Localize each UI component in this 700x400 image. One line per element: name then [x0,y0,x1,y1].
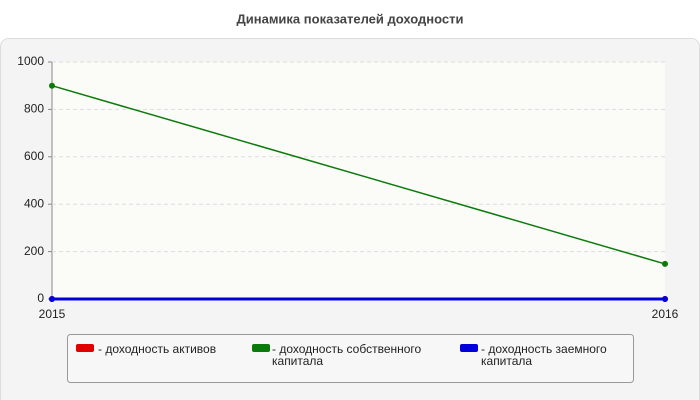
point [49,82,55,89]
legend-label: - доходность активов [98,342,217,356]
y-tick-label: 800 [24,102,44,116]
legend-label: - доходность заемного капитала [481,342,607,368]
legend-swatch [460,344,478,352]
plot-area [52,62,665,299]
y-tick-label: 600 [24,149,44,163]
y-tick-label: 0 [37,291,44,305]
legend-swatch [76,344,94,352]
y-tick-label: 200 [24,244,44,258]
x-tick-label: 2016 [652,307,679,321]
chart-title: Динамика показателей доходности [236,11,463,26]
point [662,296,668,302]
x-tick-label: 2015 [39,307,66,321]
line [51,84,666,265]
point [49,296,55,302]
legend-label: - доходность собственного капитала [272,342,422,368]
legend-swatch [252,344,270,352]
legend [67,334,634,383]
y-tick-label: 400 [24,196,44,210]
y-tick-label: 1000 [17,54,44,68]
point [662,260,668,267]
